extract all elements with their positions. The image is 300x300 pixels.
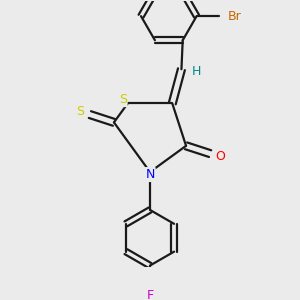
Text: S: S [119,93,127,106]
Text: F: F [146,290,154,300]
Text: N: N [145,168,155,181]
Text: Br: Br [228,10,242,23]
Text: S: S [76,105,84,118]
Text: H: H [192,65,201,78]
Text: O: O [215,150,225,163]
